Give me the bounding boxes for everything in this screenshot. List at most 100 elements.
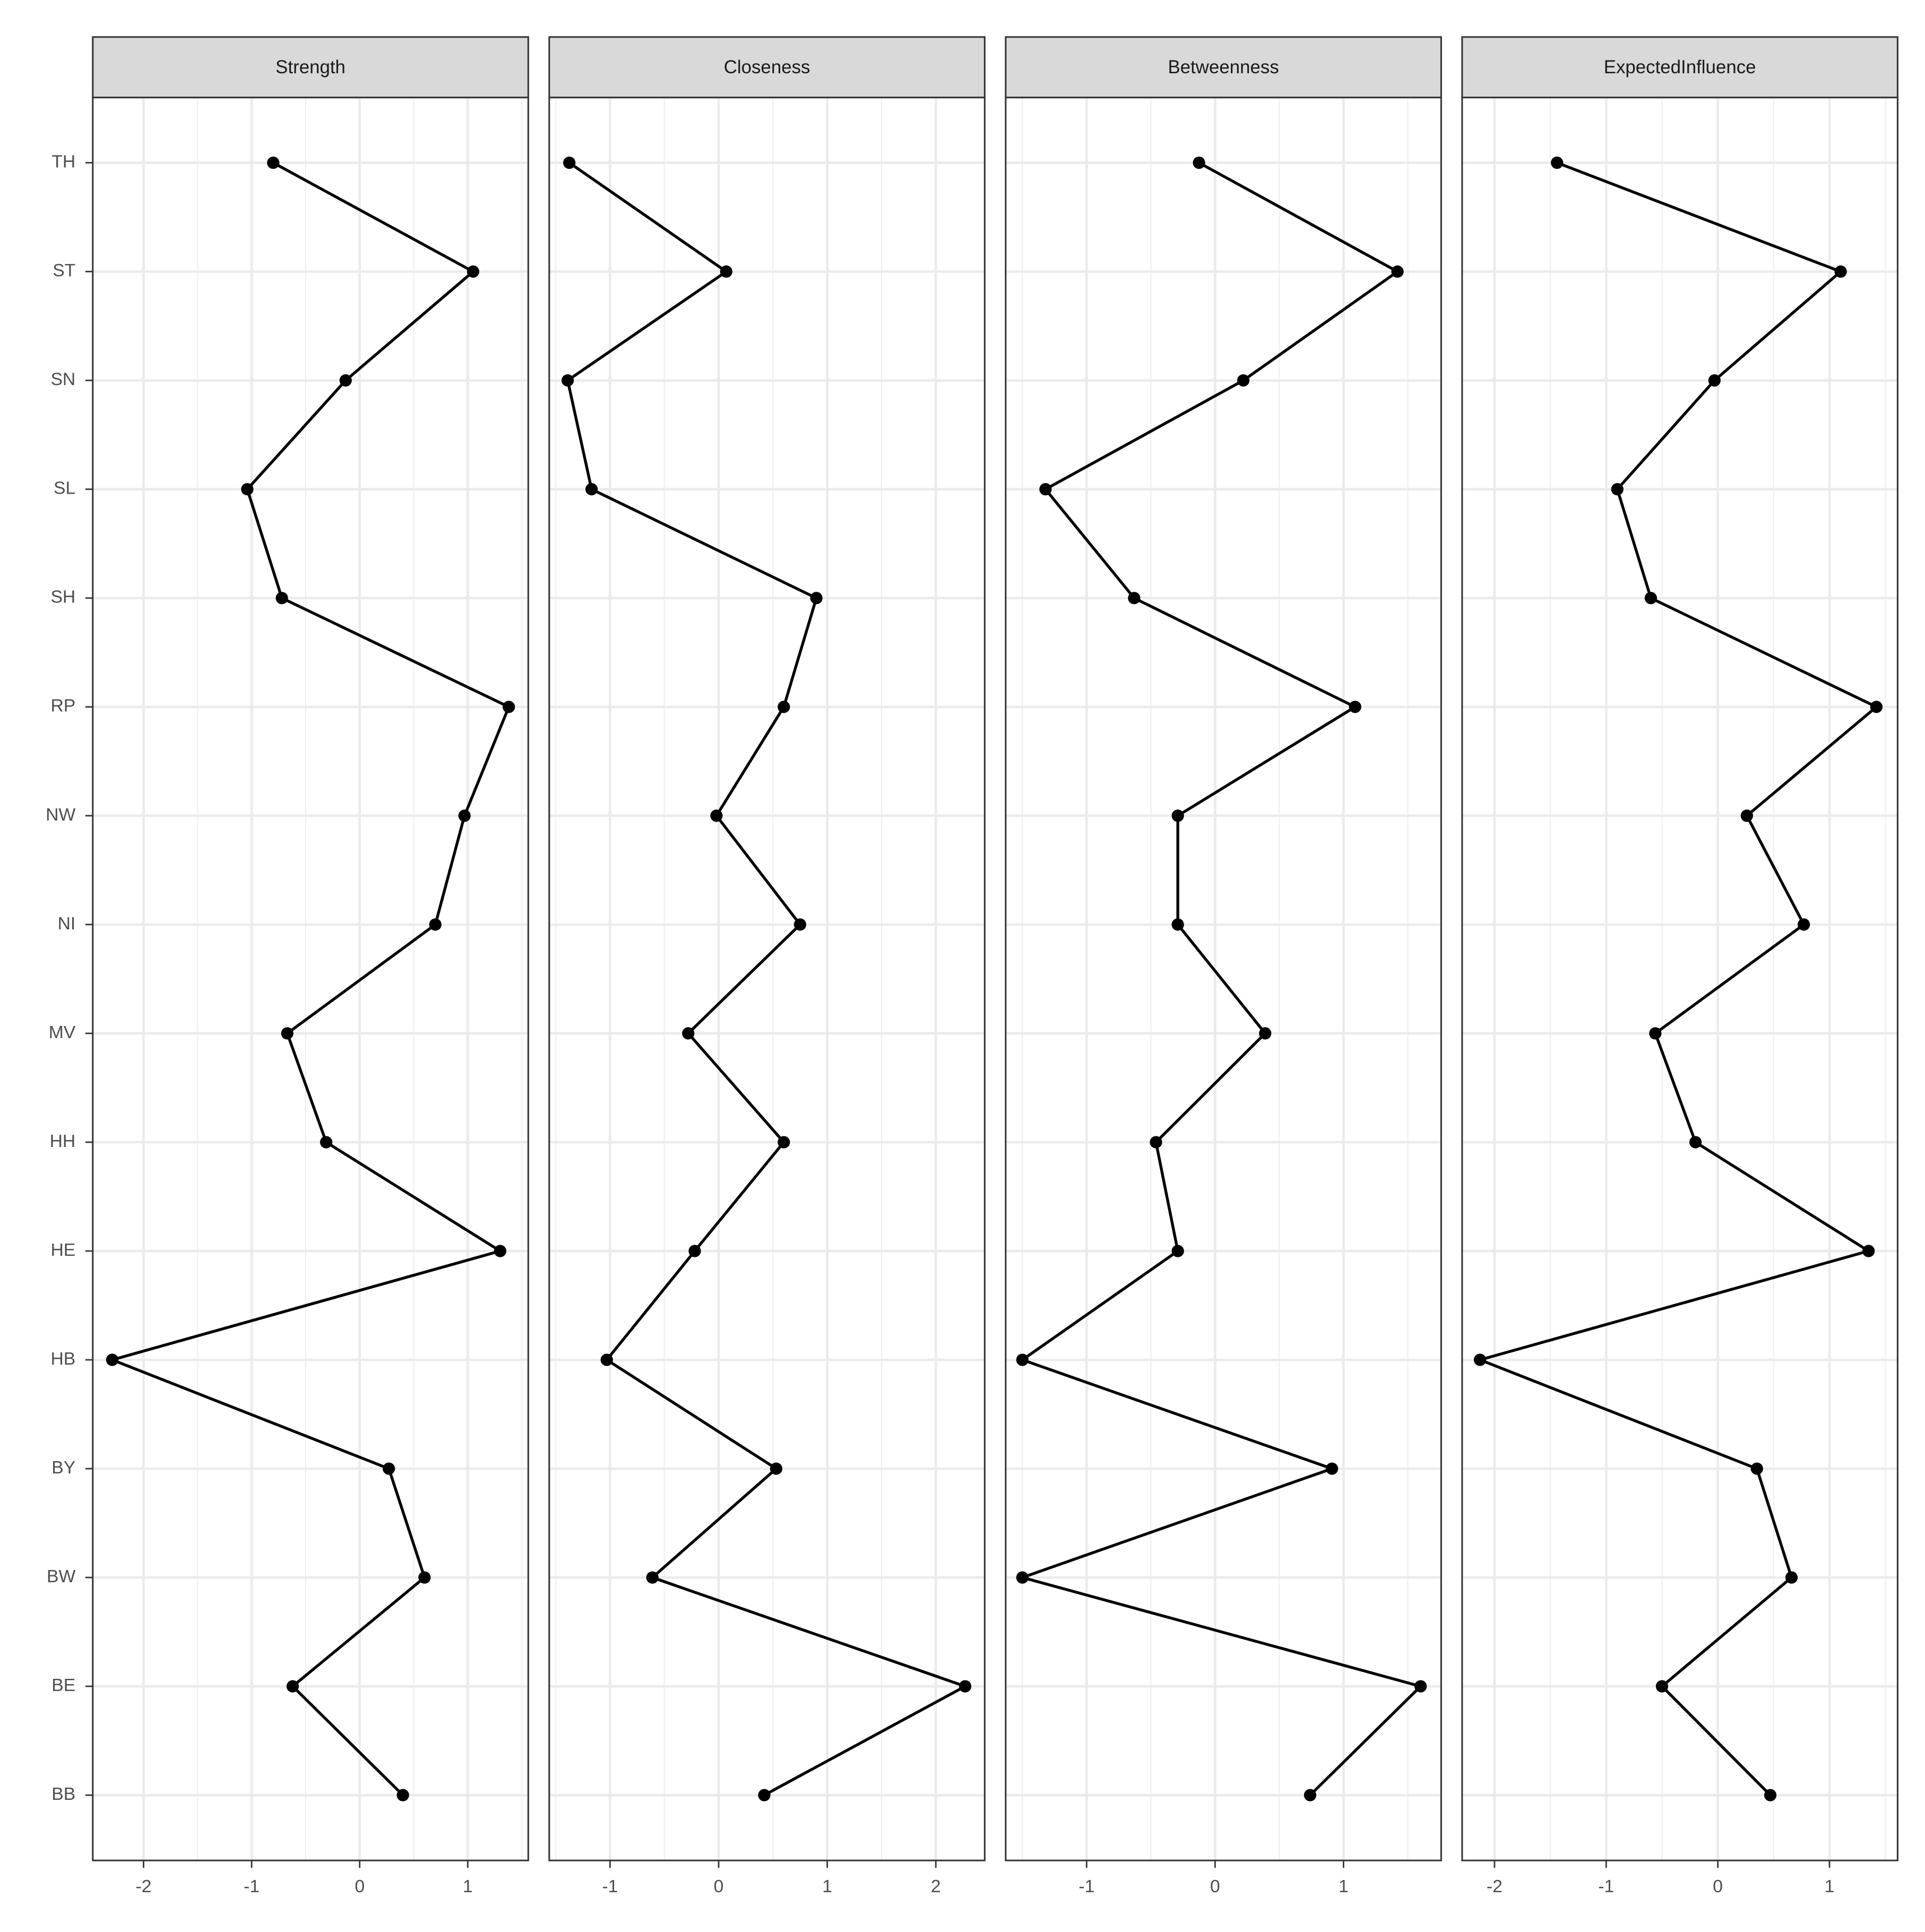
y-tick-label: BE bbox=[51, 1675, 75, 1695]
point bbox=[646, 1571, 659, 1584]
point bbox=[1834, 265, 1847, 278]
y-tick-label: HB bbox=[50, 1349, 75, 1369]
y-tick-label: NW bbox=[46, 805, 75, 825]
point bbox=[1764, 1789, 1777, 1801]
point bbox=[503, 701, 515, 713]
point bbox=[1039, 483, 1052, 496]
point bbox=[1171, 918, 1184, 931]
point bbox=[1649, 1027, 1662, 1040]
point bbox=[458, 809, 471, 822]
x-tick-label: 0 bbox=[714, 1876, 724, 1896]
point bbox=[758, 1789, 771, 1801]
strip-label: ExpectedInfluence bbox=[1604, 57, 1756, 77]
point bbox=[396, 1789, 409, 1801]
point bbox=[959, 1680, 972, 1693]
x-tick-label: 1 bbox=[822, 1876, 832, 1896]
strip bbox=[548, 36, 986, 99]
point bbox=[1016, 1571, 1029, 1584]
strip-label: Closeness bbox=[724, 57, 810, 77]
y-tick-label: SN bbox=[50, 369, 75, 390]
y-tick-label: RP bbox=[50, 696, 75, 716]
strip bbox=[1461, 36, 1898, 99]
point bbox=[267, 157, 280, 169]
point bbox=[1171, 1245, 1184, 1257]
point bbox=[429, 918, 442, 931]
point bbox=[1150, 1136, 1162, 1149]
point bbox=[339, 374, 352, 387]
y-tick-label: ST bbox=[53, 261, 75, 281]
point bbox=[241, 483, 254, 496]
point bbox=[778, 701, 790, 713]
point bbox=[281, 1027, 294, 1040]
strip-label: Strength bbox=[275, 57, 346, 77]
point bbox=[563, 157, 576, 169]
point bbox=[494, 1245, 506, 1257]
point bbox=[1708, 374, 1721, 387]
y-tick-label: MV bbox=[49, 1022, 76, 1042]
series-line bbox=[566, 161, 967, 1797]
y-tick-label: HH bbox=[50, 1131, 76, 1151]
point bbox=[770, 1462, 783, 1475]
point bbox=[585, 483, 598, 496]
x-tick-label: 0 bbox=[1210, 1876, 1220, 1896]
series-line bbox=[1478, 161, 1878, 1797]
y-tick-label: TH bbox=[51, 152, 75, 172]
point bbox=[1349, 701, 1361, 713]
x-tick-label: -2 bbox=[1487, 1876, 1503, 1896]
strip bbox=[1005, 36, 1442, 99]
panel-background bbox=[1005, 97, 1441, 1861]
x-tick-label: 2 bbox=[931, 1876, 941, 1896]
point bbox=[1611, 483, 1624, 496]
point bbox=[1016, 1353, 1029, 1366]
point bbox=[286, 1680, 299, 1693]
point bbox=[106, 1353, 119, 1366]
point bbox=[1128, 592, 1141, 605]
x-tick-label: 0 bbox=[1713, 1876, 1723, 1896]
y-tick-label: HE bbox=[50, 1240, 75, 1260]
x-tick-label: 1 bbox=[463, 1876, 473, 1896]
point bbox=[1193, 157, 1205, 169]
point bbox=[1689, 1136, 1702, 1149]
strip-label: Betweenness bbox=[1168, 57, 1279, 77]
series-line bbox=[110, 161, 511, 1797]
point bbox=[1259, 1027, 1272, 1040]
y-tick-label: BB bbox=[51, 1784, 75, 1804]
point bbox=[418, 1571, 431, 1584]
point bbox=[1414, 1680, 1427, 1693]
x-tick-label: -1 bbox=[602, 1876, 618, 1896]
point bbox=[1862, 1245, 1875, 1257]
point bbox=[600, 1353, 613, 1366]
point bbox=[1237, 374, 1250, 387]
y-tick-label: BY bbox=[51, 1457, 75, 1478]
point bbox=[320, 1136, 333, 1149]
y-tick-label: NI bbox=[58, 913, 76, 934]
point bbox=[1551, 157, 1564, 169]
y-tick-label: BW bbox=[47, 1566, 75, 1586]
point bbox=[793, 918, 807, 931]
point bbox=[1798, 918, 1810, 931]
x-tick-label: -1 bbox=[1078, 1876, 1094, 1896]
point bbox=[467, 265, 480, 278]
point bbox=[383, 1462, 395, 1475]
x-tick-label: -1 bbox=[1598, 1876, 1614, 1896]
y-tick-label: SL bbox=[54, 478, 75, 498]
point bbox=[1644, 592, 1658, 605]
point bbox=[1785, 1571, 1798, 1584]
x-tick-label: 1 bbox=[1339, 1876, 1349, 1896]
point bbox=[1473, 1353, 1487, 1366]
point bbox=[810, 592, 823, 605]
point bbox=[1870, 701, 1883, 713]
x-tick-label: -2 bbox=[136, 1876, 152, 1896]
point bbox=[275, 592, 288, 605]
point bbox=[1391, 265, 1404, 278]
x-tick-label: 1 bbox=[1825, 1876, 1835, 1896]
point bbox=[1655, 1680, 1669, 1693]
panel-background bbox=[1462, 97, 1898, 1861]
point bbox=[710, 809, 723, 822]
point bbox=[1171, 809, 1184, 822]
point bbox=[1750, 1462, 1763, 1475]
x-tick-label: -1 bbox=[244, 1876, 260, 1896]
point bbox=[1740, 809, 1753, 822]
